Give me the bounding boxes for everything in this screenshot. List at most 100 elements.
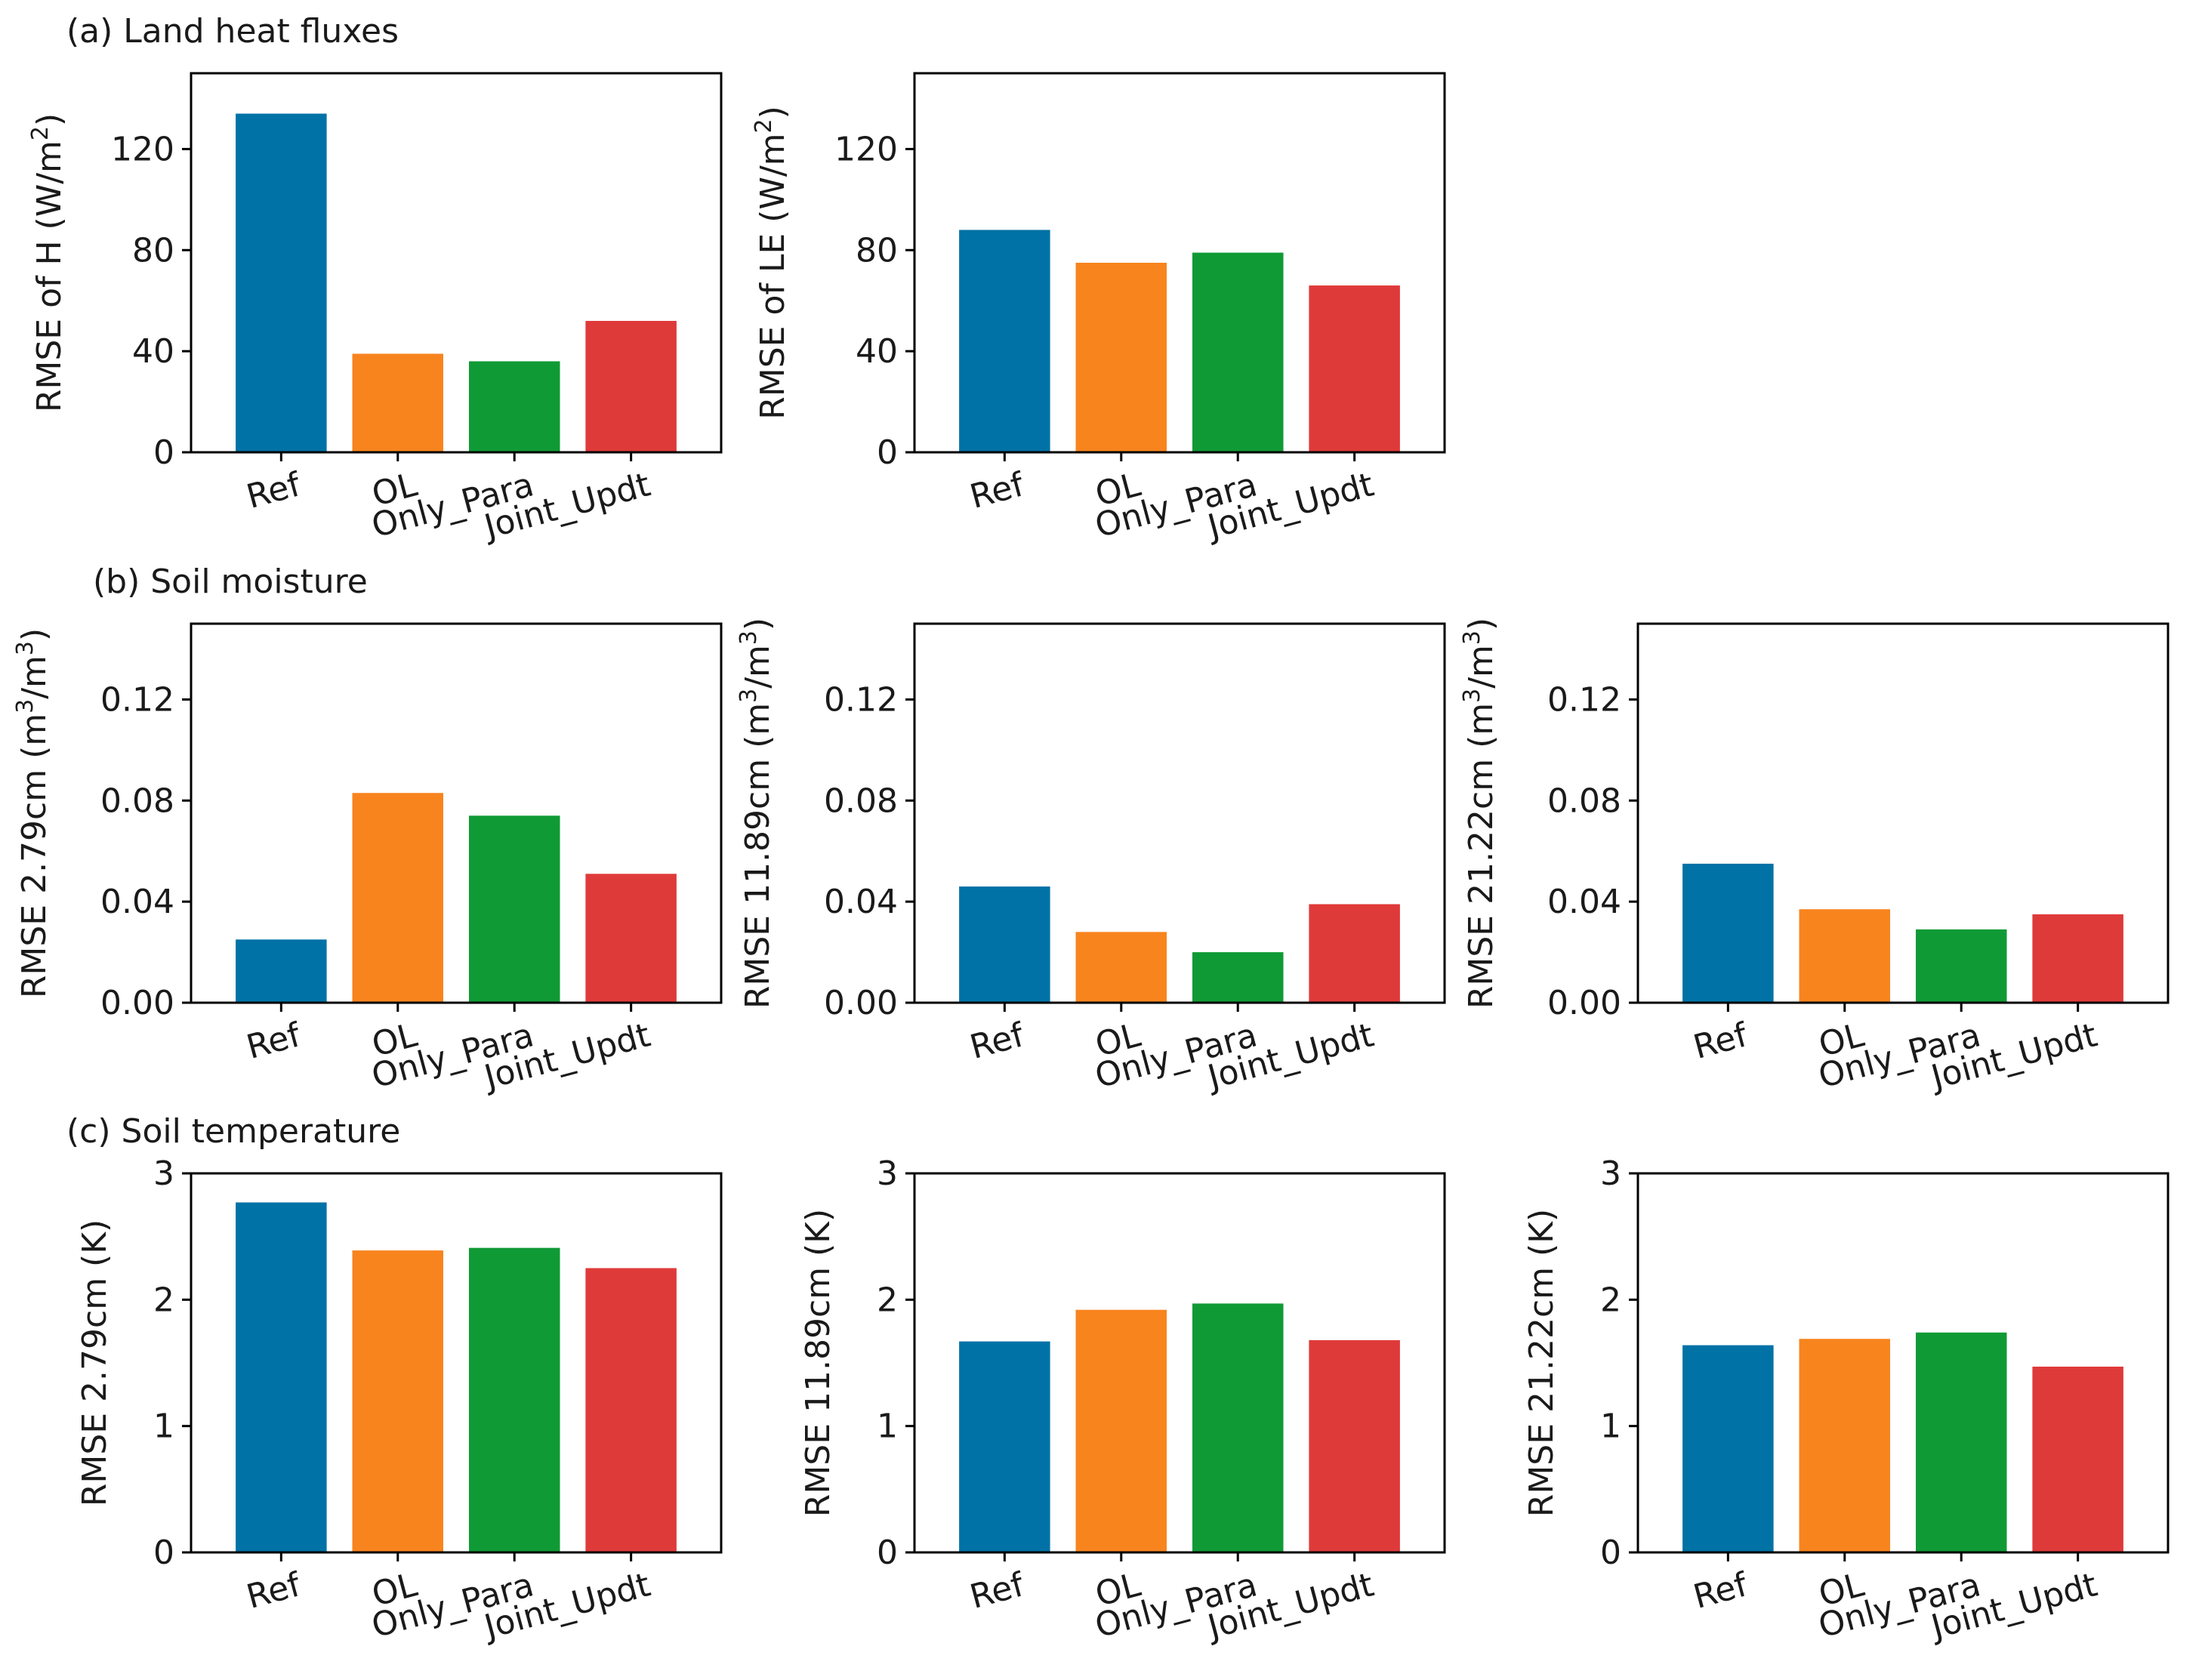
y-tick-label: 0 <box>153 433 174 472</box>
y-tick-label: 0 <box>877 433 898 472</box>
y-axis-label-end: ) <box>1462 618 1500 630</box>
bar-joint-updt <box>1309 1339 1400 1552</box>
y-tick-label: 3 <box>1600 1154 1621 1193</box>
section-title-b: (b) Soil moisture <box>93 563 368 601</box>
bar-only-para <box>1916 929 2007 1003</box>
bar-ol <box>1075 1309 1167 1552</box>
bar-ref <box>959 1341 1050 1552</box>
y-axis-label-text: RMSE 11.89cm (K) <box>799 1209 837 1517</box>
y-tick-label: 1 <box>153 1407 174 1446</box>
y-tick-label: 1 <box>877 1407 898 1446</box>
bar-only-para <box>469 361 560 452</box>
y-axis-label: RMSE of LE (W/m2) <box>751 106 793 420</box>
y-axis-label: RMSE 2.79cm (m3/m3) <box>12 628 54 998</box>
bar-joint-updt <box>585 1268 677 1552</box>
bar-only-para <box>469 815 560 1003</box>
axes-frame <box>913 1172 1446 1554</box>
bar-joint-updt <box>1309 285 1400 452</box>
bar-ol <box>1799 909 1890 1003</box>
y-axis-label-sup: 3 <box>1459 689 1485 703</box>
y-tick-label: 0.04 <box>824 883 898 921</box>
x-tick-label: Ref <box>242 465 305 516</box>
y-axis-label-mid: /m <box>739 645 777 689</box>
y-tick-label: 2 <box>877 1281 898 1319</box>
bar-ol <box>352 793 443 1003</box>
chart-panel-p_b1: Ref OLOnly_ParaJoint_Updt0.000.040.080.12… <box>12 622 723 1098</box>
y-tick-label: 3 <box>877 1154 898 1193</box>
y-tick-label: 0.00 <box>824 984 898 1022</box>
y-tick-label: 0.08 <box>100 781 174 820</box>
y-axis-label-sup: 2 <box>751 119 777 133</box>
x-tick-label: Ref <box>966 1016 1029 1067</box>
y-axis-label-end: ) <box>15 628 54 641</box>
bar-ol <box>352 1250 443 1552</box>
x-tick-label: Ref <box>966 1565 1029 1617</box>
y-tick-label: 0.04 <box>1547 883 1621 921</box>
y-axis-label-sup: 2 <box>27 126 54 140</box>
y-tick-label: 120 <box>834 130 898 168</box>
bar-joint-updt <box>2032 1367 2123 1552</box>
y-axis-label-mid: /m <box>1462 645 1500 689</box>
axes-frame <box>1636 622 2170 1004</box>
y-axis-label-text: RMSE 2.79cm (m <box>15 714 54 998</box>
bar-ref <box>236 939 327 1003</box>
axes-frame <box>190 72 723 454</box>
bar-ol <box>1075 263 1167 452</box>
bar-ref <box>236 113 327 452</box>
chart-panel-p_b2: Ref OLOnly_ParaJoint_Updt0.000.040.080.12… <box>736 618 1446 1098</box>
y-tick-label: 0.04 <box>100 883 174 921</box>
y-axis-label-sup2: 3 <box>736 630 762 645</box>
y-tick-label: 0.12 <box>100 680 174 719</box>
x-tick-label: Ref <box>242 1565 305 1617</box>
y-axis-label-text: RMSE 11.89cm (m <box>739 703 777 1009</box>
y-tick-label: 0 <box>153 1534 174 1572</box>
y-axis-label: RMSE 2.79cm (K) <box>76 1219 114 1506</box>
y-axis-label: RMSE 21.22cm (m3/m3) <box>1459 618 1501 1009</box>
bar-only-para <box>1192 252 1284 452</box>
x-tick-label: Ref <box>966 465 1029 516</box>
y-tick-label: 1 <box>1600 1407 1621 1446</box>
axes-frame <box>190 1172 723 1554</box>
bar-joint-updt <box>585 321 677 452</box>
y-tick-label: 3 <box>153 1154 174 1193</box>
y-axis-label-end: ) <box>30 113 69 126</box>
bar-only-para <box>1192 1303 1284 1552</box>
bar-ol <box>1799 1339 1890 1552</box>
bar-ref <box>959 230 1050 452</box>
y-tick-label: 40 <box>856 332 898 371</box>
y-axis-label: RMSE 11.89cm (K) <box>799 1209 837 1517</box>
y-tick-label: 40 <box>132 332 174 371</box>
axes-frame <box>1636 1172 2170 1554</box>
bar-only-para <box>1192 952 1284 1003</box>
chart-panel-p_b3: Ref OLOnly_ParaJoint_Updt0.000.040.080.12… <box>1459 618 2170 1098</box>
y-tick-label: 0.08 <box>824 781 898 820</box>
y-tick-label: 0.08 <box>1547 781 1621 820</box>
axes-frame <box>190 622 723 1004</box>
bar-ol <box>352 353 443 452</box>
axes-frame <box>913 72 1446 454</box>
bar-only-para <box>469 1247 560 1552</box>
bar-ref <box>1682 1345 1774 1552</box>
y-axis-label-sup: 3 <box>736 689 762 703</box>
section-title-a: (a) Land heat fluxes <box>66 12 399 51</box>
x-tick-label: Ref <box>1689 1565 1752 1617</box>
y-tick-label: 80 <box>132 231 174 270</box>
y-tick-label: 2 <box>1600 1281 1621 1319</box>
y-tick-label: 2 <box>153 1281 174 1319</box>
bar-ref <box>959 886 1050 1003</box>
y-axis-label-text: RMSE of LE (W/m <box>754 133 792 419</box>
bar-ref <box>236 1202 327 1552</box>
y-axis-label-text: RMSE 2.79cm (K) <box>76 1219 114 1506</box>
y-axis-label-sup2: 3 <box>1459 630 1485 645</box>
axes-frame <box>913 622 1446 1004</box>
y-tick-label: 0.12 <box>824 680 898 719</box>
bar-only-para <box>1916 1332 2007 1552</box>
y-tick-label: 120 <box>111 130 174 168</box>
y-tick-label: 80 <box>856 231 898 270</box>
